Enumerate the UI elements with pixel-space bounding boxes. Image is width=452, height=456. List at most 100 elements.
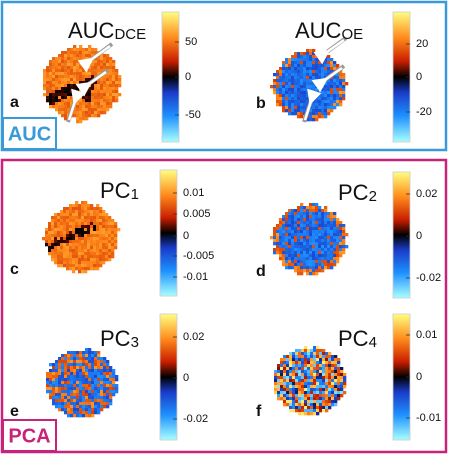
pixel (304, 361, 308, 365)
pixel (322, 349, 326, 353)
pixel (87, 243, 91, 247)
pixel (78, 219, 82, 223)
colorbar-tick-label: 0 (183, 230, 189, 242)
pixel (316, 403, 320, 407)
pixel (342, 76, 346, 80)
pixel (288, 242, 292, 246)
pixel (279, 242, 283, 246)
pixel (75, 234, 79, 238)
pixel (282, 221, 286, 225)
pixel (67, 384, 71, 388)
pixel (61, 99, 65, 103)
pixel (342, 91, 346, 95)
pixel (100, 375, 104, 379)
pixel (322, 385, 326, 389)
pixel (72, 240, 76, 244)
pixel (88, 69, 92, 73)
pixel (100, 378, 104, 382)
pixel (285, 230, 289, 234)
pixel (45, 234, 49, 238)
pixel (318, 245, 322, 249)
pixel (321, 251, 325, 255)
pixel (100, 111, 104, 115)
pixel (328, 355, 332, 359)
pixel (88, 51, 92, 55)
pixel (318, 103, 322, 107)
pixel (106, 96, 110, 100)
pixel (300, 206, 304, 210)
pixel (64, 114, 68, 118)
pixel (85, 69, 89, 73)
pixel (286, 364, 290, 368)
pixel (318, 115, 322, 119)
pixel (300, 70, 304, 74)
pixel (64, 90, 68, 94)
pixel (312, 227, 316, 231)
pixel (286, 394, 290, 398)
pixel (301, 403, 305, 407)
pixel (55, 396, 59, 400)
pixel (100, 360, 104, 364)
pixel (313, 406, 317, 410)
pixel (51, 228, 55, 232)
pixel (88, 411, 92, 415)
pixel (82, 396, 86, 400)
pixel (100, 69, 104, 73)
pixel (315, 236, 319, 240)
pixel (291, 263, 295, 267)
pixel (318, 106, 322, 110)
pixel (108, 240, 112, 244)
pixel (46, 375, 50, 379)
pixel (328, 406, 332, 410)
pixel (73, 402, 77, 406)
pixel (273, 85, 277, 89)
pixel (81, 231, 85, 235)
pixel (322, 406, 326, 410)
pixel (288, 227, 292, 231)
pixel (333, 221, 337, 225)
pixel (291, 221, 295, 225)
pixel (309, 215, 313, 219)
pixel (325, 361, 329, 365)
pixel (282, 73, 286, 77)
pixel (90, 240, 94, 244)
pixel (58, 63, 62, 67)
pixel (85, 363, 89, 367)
pixel (106, 90, 110, 94)
pixel (58, 69, 62, 73)
pixel (97, 105, 101, 109)
pixel (301, 406, 305, 410)
pixel (99, 240, 103, 244)
pixel (285, 248, 289, 252)
pixel (97, 72, 101, 76)
pixel (282, 236, 286, 240)
pixel (316, 406, 320, 410)
pixel (94, 114, 98, 118)
pixel (112, 369, 116, 373)
pixel (84, 207, 88, 211)
pixel (340, 376, 344, 380)
pixel (103, 381, 107, 385)
pixel (52, 399, 56, 403)
pixel (81, 222, 85, 226)
pixel (309, 242, 313, 246)
pixel (288, 239, 292, 243)
pixel (316, 400, 320, 404)
pixel (339, 233, 343, 237)
pixel (337, 388, 341, 392)
pixel (103, 357, 107, 361)
pixel (307, 397, 311, 401)
pixel (57, 261, 61, 265)
pixel (91, 63, 95, 67)
pixel (342, 239, 346, 243)
pixel (76, 87, 80, 91)
pixel (108, 255, 112, 259)
pixel (297, 227, 301, 231)
pixel (330, 212, 334, 216)
pixel (55, 405, 59, 409)
pixel (88, 366, 92, 370)
pixel (114, 225, 118, 229)
pixel (94, 102, 98, 106)
pixel (49, 99, 53, 103)
pixel (103, 54, 107, 58)
